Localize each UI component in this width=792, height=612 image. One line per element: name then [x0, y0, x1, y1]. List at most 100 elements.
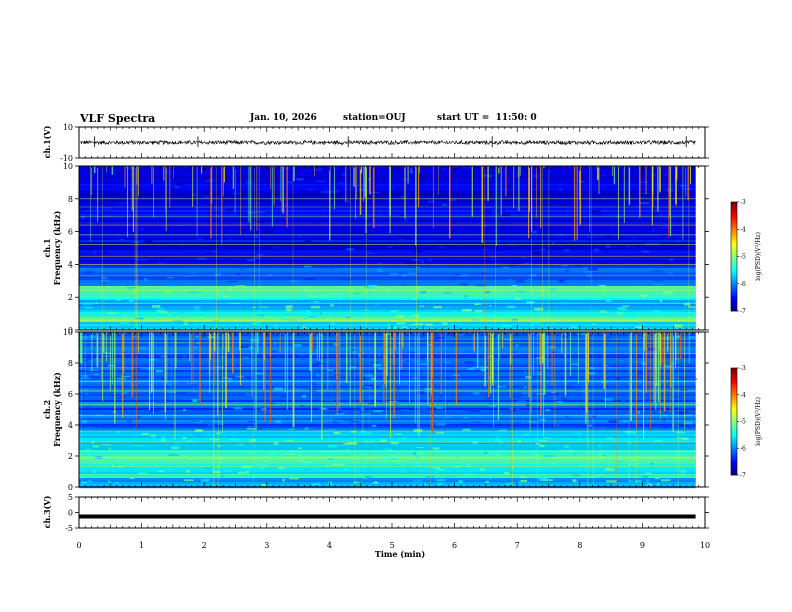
ch2-band: [79, 432, 696, 435]
ch1-texture: [349, 231, 359, 234]
ch1-ylabel: ch.1(V): [42, 125, 52, 158]
ch2-texture: [519, 378, 530, 380]
ch2-texture: [247, 452, 254, 454]
ch2-texture: [479, 468, 486, 471]
ch2-band: [79, 480, 696, 483]
ch2-texture: [535, 420, 538, 423]
ch2-texture: [385, 388, 390, 391]
ch2-band: [79, 438, 696, 441]
ch2-band: [79, 460, 696, 463]
ch2-texture: [522, 481, 533, 485]
ch2-texture: [663, 459, 669, 461]
ch1-texture: [314, 254, 323, 258]
ch1-texture: [396, 322, 406, 325]
ch1-texture: [606, 299, 612, 302]
ch1-texture: [208, 191, 212, 194]
ch1-texture: [593, 272, 600, 274]
ch1-texture: [666, 262, 670, 265]
ch2-texture: [142, 445, 146, 447]
ch2-texture: [573, 453, 578, 455]
ch1-texture: [296, 250, 301, 253]
ch1-texture: [343, 172, 347, 174]
ch2-band: [79, 380, 696, 383]
ch2-texture: [203, 382, 211, 384]
ch1-texture: [85, 271, 94, 274]
ch2-texture: [85, 393, 88, 395]
ch2-texture: [241, 379, 244, 382]
ch2-texture: [343, 468, 350, 470]
ch1-texture: [631, 236, 638, 240]
ch1-texture: [505, 209, 509, 211]
ch2-texture: [355, 390, 358, 393]
ch2-texture: [562, 448, 572, 450]
ch1-texture: [648, 223, 654, 226]
ch1-texture: [102, 215, 112, 217]
ch1-colorbar-tick-label: -5: [740, 254, 746, 261]
ch1-band: [79, 184, 696, 187]
ch2-texture: [516, 480, 522, 484]
ch2-texture: [490, 452, 498, 455]
ch2-texture: [663, 364, 673, 368]
ch2-band: [79, 396, 696, 399]
ch2-texture: [511, 351, 518, 354]
ch1-texture: [323, 202, 328, 206]
ch2-texture: [207, 424, 214, 426]
ch1-texture: [399, 237, 404, 240]
ch2-texture: [131, 463, 136, 466]
ch2-texture: [649, 462, 655, 465]
ch1-texture: [226, 209, 233, 211]
ch1-texture: [206, 252, 212, 255]
ch1-band: [79, 318, 696, 321]
ch2-texture: [606, 437, 613, 440]
ch2-colorbar-segment: [731, 421, 737, 424]
ch2-texture: [417, 391, 425, 394]
ch1-band: [79, 226, 696, 229]
ch1-texture: [501, 324, 512, 328]
ch1-texture: [605, 297, 608, 299]
ch2-texture: [494, 384, 505, 387]
x-tick-label: 2: [202, 541, 207, 550]
ch2-texture: [149, 409, 159, 412]
ch1-texture: [369, 183, 376, 187]
ch1-texture: [658, 255, 664, 257]
ch2-band: [79, 422, 696, 425]
ch2-ytick-label: 0: [68, 483, 73, 492]
ch2-texture: [347, 442, 358, 445]
ch1-texture: [273, 247, 283, 249]
ch1-colorbar-segment: [731, 254, 737, 257]
ch2-texture: [79, 336, 88, 339]
ch2-texture: [471, 358, 478, 362]
ch1-colorbar-segment: [731, 256, 737, 259]
ch2-ylabel-frequency: Frequency (kHz): [52, 372, 62, 447]
ch1-colorbar-segment: [731, 269, 737, 272]
ch1-texture: [652, 212, 657, 216]
ch2-texture: [556, 423, 559, 426]
ch1-texture: [356, 260, 361, 264]
ch2-spectrogram-panel: 0 2 4 6 8 10 ch.2 Frequency (kHz): [42, 328, 709, 492]
ch2-texture: [542, 371, 552, 373]
ch1-texture: [641, 250, 650, 253]
ch1-texture: [653, 278, 662, 282]
ch2-texture: [675, 364, 680, 366]
ch2-texture: [112, 464, 115, 468]
ch1-colorbar-tick-label: -3: [740, 199, 746, 206]
ch2-texture: [272, 350, 276, 353]
ch1-band: [79, 200, 696, 203]
ch2-texture: [430, 422, 438, 426]
ch1-texture: [489, 305, 492, 307]
ch2-texture: [166, 399, 169, 402]
ch2-texture: [571, 363, 579, 366]
ch1-texture: [179, 243, 184, 245]
ch2-texture: [298, 459, 304, 462]
ch2-texture: [235, 376, 244, 378]
ch1-texture: [377, 218, 383, 221]
ch1-texture: [342, 173, 347, 176]
ch1-spectrogram-panel: 0 2 4 6 8 10 ch.1 Frequency (kHz): [42, 162, 709, 335]
ch1-texture: [300, 311, 308, 314]
x-tick-label: 8: [577, 541, 582, 550]
ch1-texture: [663, 312, 671, 315]
ch2-texture: [98, 422, 101, 426]
ch2-texture: [549, 345, 556, 348]
ch2-texture: [598, 452, 604, 455]
ch2-texture: [401, 471, 406, 473]
